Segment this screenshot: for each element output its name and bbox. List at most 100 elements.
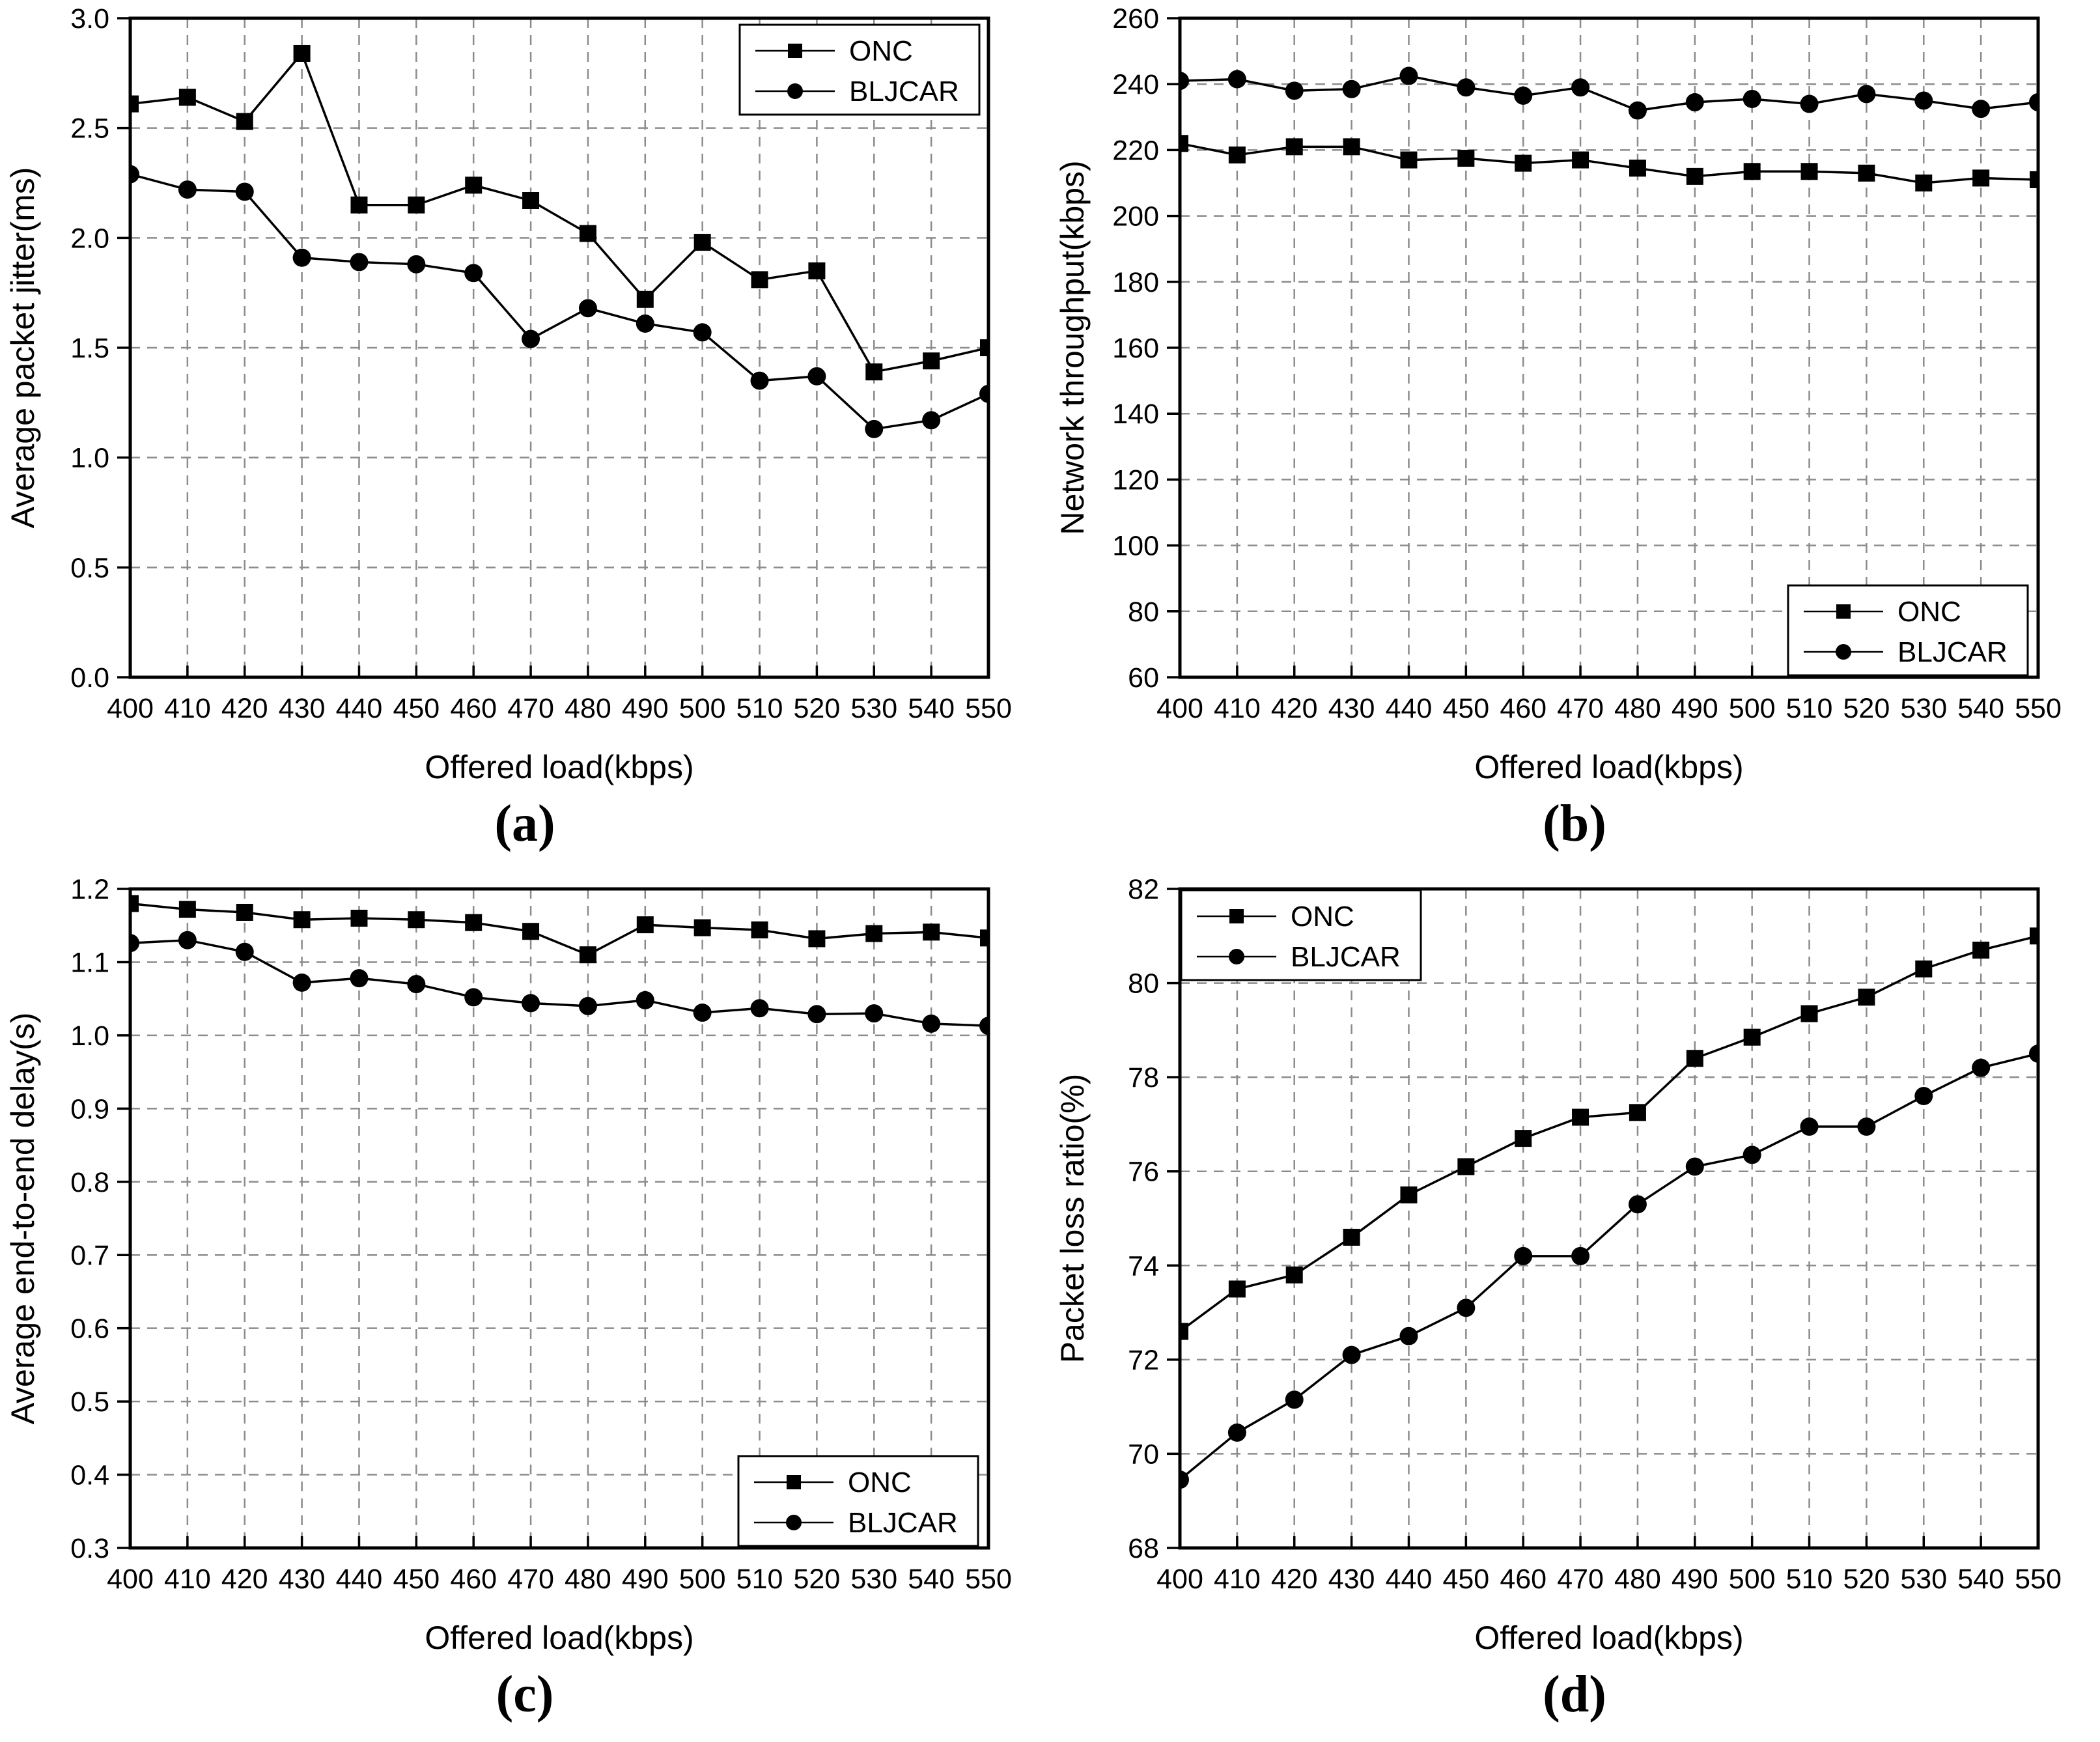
series-marker-bljcar xyxy=(235,942,254,961)
x-tick-label: 450 xyxy=(1442,1564,1489,1595)
series-marker-bljcar xyxy=(1972,100,1991,119)
legend-label: BLJCAR xyxy=(1897,636,2008,668)
legend-marker-square xyxy=(787,1475,801,1489)
series-marker-onc xyxy=(1800,1005,1818,1022)
legend-marker-circle xyxy=(786,1515,802,1530)
y-tick-label: 140 xyxy=(1112,399,1159,430)
series-marker-bljcar xyxy=(464,988,483,1007)
series-marker-onc xyxy=(1515,154,1532,172)
legend-marker-square xyxy=(1229,909,1244,923)
series-marker-onc xyxy=(408,911,425,929)
x-tick-label: 530 xyxy=(1900,1564,1947,1595)
series-marker-bljcar xyxy=(1514,1246,1533,1265)
series-marker-bljcar xyxy=(979,1017,988,1035)
y-tick-label: 220 xyxy=(1112,135,1159,166)
series-marker-onc xyxy=(1343,1228,1360,1246)
x-tick-label: 540 xyxy=(1957,693,2004,724)
series-marker-bljcar xyxy=(636,990,654,1009)
series-marker-bljcar xyxy=(1457,78,1476,97)
x-tick-label: 450 xyxy=(393,1564,440,1595)
series-marker-onc xyxy=(1400,1186,1418,1203)
series-marker-bljcar xyxy=(1399,1327,1418,1345)
y-tick-label: 260 xyxy=(1112,3,1159,35)
chart-background xyxy=(0,0,1050,788)
y-tick-label: 2.5 xyxy=(70,113,109,145)
x-tick-label: 540 xyxy=(1957,1564,2004,1595)
y-tick-label: 0.5 xyxy=(70,1386,109,1418)
legend-label: ONC xyxy=(848,1467,912,1498)
series-marker-bljcar xyxy=(1227,70,1246,89)
series-marker-onc xyxy=(1572,1108,1589,1126)
series-marker-onc xyxy=(408,196,425,214)
series-marker-onc xyxy=(1743,1028,1761,1046)
y-tick-label: 1.2 xyxy=(70,874,109,905)
series-marker-bljcar xyxy=(1342,79,1361,98)
series-marker-onc xyxy=(1915,960,1933,977)
series-marker-bljcar xyxy=(178,931,197,949)
series-marker-bljcar xyxy=(130,934,139,953)
series-line-onc xyxy=(1180,142,2038,184)
series-marker-onc xyxy=(1285,1266,1303,1284)
plot-border xyxy=(128,887,990,1550)
y-tick-label: 0.5 xyxy=(70,552,109,583)
x-tick-label: 420 xyxy=(221,693,268,724)
series-marker-bljcar xyxy=(1227,1423,1246,1442)
series-marker-bljcar xyxy=(1628,1195,1647,1214)
series-marker-bljcar xyxy=(1571,78,1590,97)
x-tick-label: 550 xyxy=(2015,693,2062,724)
x-tick-label: 430 xyxy=(1328,693,1375,724)
x-tick-label: 480 xyxy=(1614,693,1661,724)
series-marker-bljcar xyxy=(1914,1087,1933,1106)
x-tick-label: 510 xyxy=(736,693,783,724)
series-marker-onc xyxy=(1972,941,1990,959)
series-marker-onc xyxy=(751,271,768,288)
series-marker-bljcar xyxy=(1685,1157,1704,1176)
x-tick-label: 400 xyxy=(1156,693,1203,724)
series-marker-bljcar xyxy=(1857,1117,1876,1136)
series-marker-onc xyxy=(579,225,596,242)
chart-a-caption: (a) xyxy=(494,795,555,852)
x-tick-label: 510 xyxy=(1786,693,1833,724)
series-marker-onc xyxy=(1180,1323,1188,1340)
x-tick-label: 500 xyxy=(679,693,726,724)
x-tick-label: 460 xyxy=(1500,693,1547,724)
series-marker-bljcar xyxy=(1628,101,1647,120)
x-tick-label: 470 xyxy=(1557,1564,1604,1595)
x-tick-label: 530 xyxy=(1900,693,1947,724)
x-tick-label: 430 xyxy=(1328,1564,1375,1595)
series-marker-onc xyxy=(636,916,654,934)
series-marker-bljcar xyxy=(578,996,597,1015)
y-axis-title: Average packet jitter(ms) xyxy=(5,167,41,529)
series-marker-onc xyxy=(1343,138,1360,156)
x-tick-label: 400 xyxy=(1156,1564,1203,1595)
x-tick-label: 470 xyxy=(1557,693,1604,724)
series-marker-onc xyxy=(980,929,988,947)
series-marker-bljcar xyxy=(1743,1145,1761,1164)
y-tick-label: 100 xyxy=(1112,531,1159,562)
series-marker-onc xyxy=(865,363,883,381)
y-tick-label: 80 xyxy=(1128,968,1159,1000)
x-tick-label: 430 xyxy=(279,1564,326,1595)
series-marker-bljcar xyxy=(130,165,139,184)
x-tick-label: 550 xyxy=(965,1564,1012,1595)
chart-d-panel: 400 410 420 430 440 450 460 470 480 490 500 510 520 5… xyxy=(1050,871,2099,1741)
x-tick-label: 520 xyxy=(794,693,841,724)
y-tick-label: 2.0 xyxy=(70,223,109,254)
series-marker-onc xyxy=(1629,160,1646,177)
series-marker-bljcar xyxy=(636,314,654,333)
series-marker-onc xyxy=(1457,1158,1475,1175)
series-marker-onc xyxy=(2030,171,2038,188)
series-marker-bljcar xyxy=(1285,81,1304,100)
y-tick-label: 74 xyxy=(1128,1250,1159,1282)
series-marker-onc xyxy=(1800,163,1818,180)
series-marker-onc xyxy=(1629,1104,1646,1121)
x-tick-label: 500 xyxy=(1729,693,1776,724)
series-marker-onc xyxy=(865,925,883,942)
y-tick-label: 1.5 xyxy=(70,333,109,364)
series-marker-bljcar xyxy=(1743,89,1761,108)
y-tick-label: 70 xyxy=(1128,1439,1159,1470)
series-marker-bljcar xyxy=(292,973,311,992)
series-marker-onc xyxy=(693,234,711,251)
x-tick-label: 490 xyxy=(1672,1564,1718,1595)
series-marker-bljcar xyxy=(865,1004,884,1023)
